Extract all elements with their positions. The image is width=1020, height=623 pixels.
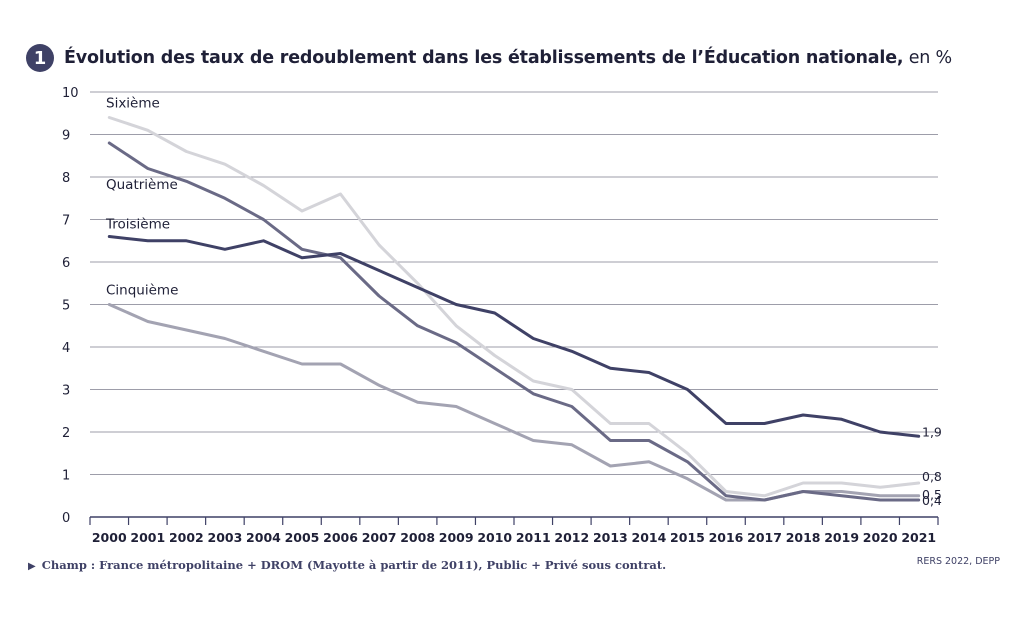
triangle-bullet-icon: ▶	[28, 561, 36, 572]
x-tick-label: 2011	[516, 530, 551, 545]
end-value-label: 0,4	[922, 493, 942, 508]
y-tick-label: 6	[62, 256, 70, 271]
series-label: Troisième	[105, 217, 170, 233]
x-tick-label: 2013	[593, 530, 628, 545]
chart-title-text: Évolution des taux de redoublement dans …	[64, 48, 904, 68]
series-line-quatri-me	[107, 141, 921, 502]
series-label: Quatrième	[106, 177, 178, 193]
x-tick-label: 2016	[709, 530, 744, 545]
x-tick-label: 2009	[439, 530, 474, 545]
y-tick-label: 10	[62, 86, 79, 101]
y-tick-label: 3	[62, 384, 70, 399]
end-value-label: 0,8	[922, 469, 942, 484]
x-tick-label: 2014	[632, 530, 667, 545]
series-label: Sixième	[106, 96, 160, 112]
x-tick-label: 2019	[824, 530, 859, 545]
x-tick-label: 2020	[863, 530, 898, 545]
x-tick-label: 2006	[323, 530, 358, 545]
footnote: ▶ Champ : France métropolitaine + DROM (M…	[28, 558, 666, 572]
end-value-label: 1,9	[922, 424, 942, 439]
footnote-text: Champ : France métropolitaine + DROM (Ma…	[41, 558, 667, 572]
x-tick-label: 2004	[246, 530, 281, 545]
y-tick-label: 7	[62, 214, 70, 229]
x-tick-label: 2021	[901, 530, 936, 545]
series-line-troisi-me	[107, 235, 921, 438]
chart-header: 1 Évolution des taux de redoublement dan…	[26, 42, 952, 74]
source-credit: RERS 2022, DEPP	[916, 556, 1000, 567]
x-tick-label: 2001	[130, 530, 165, 545]
series-line-sixi-me	[107, 116, 921, 498]
y-tick-label: 4	[62, 341, 70, 356]
y-tick-label: 0	[62, 511, 70, 526]
x-tick-label: 2007	[362, 530, 397, 545]
y-tick-label: 8	[62, 171, 70, 186]
y-tick-label: 9	[62, 129, 70, 144]
x-tick-label: 2010	[477, 530, 512, 545]
series-label: Cinquième	[106, 283, 178, 299]
x-tick-label: 2000	[92, 530, 127, 545]
x-tick-label: 2018	[786, 530, 821, 545]
chart-title-unit: en %	[903, 48, 952, 68]
figure-number-badge: 1	[26, 44, 54, 72]
end-value-label: 0,5	[922, 487, 942, 502]
x-tick-label: 2003	[208, 530, 243, 545]
x-tick-label: 2015	[670, 530, 705, 545]
chart-title: Évolution des taux de redoublement dans …	[64, 48, 952, 68]
x-tick-label: 2012	[554, 530, 589, 545]
x-tick-label: 2008	[400, 530, 435, 545]
x-tick-label: 2005	[285, 530, 320, 545]
series-line-cinqui-me	[107, 303, 921, 502]
y-tick-label: 1	[62, 469, 70, 484]
x-tick-label: 2002	[169, 530, 204, 545]
x-tick-label: 2017	[747, 530, 782, 545]
y-tick-label: 5	[62, 299, 70, 314]
y-tick-label: 2	[62, 426, 70, 441]
